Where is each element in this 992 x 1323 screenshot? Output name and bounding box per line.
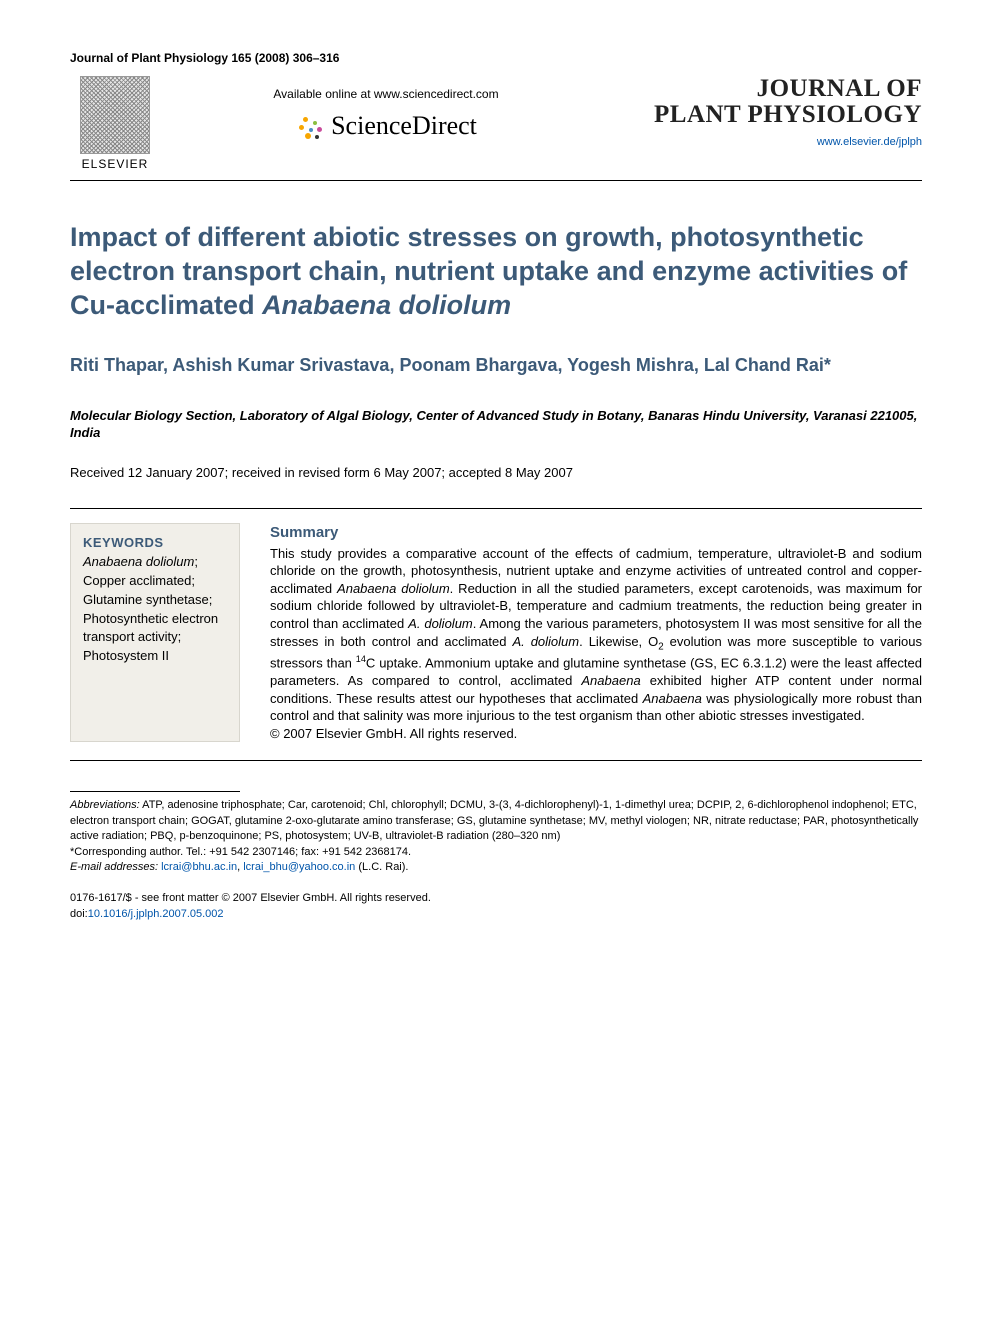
email-label: E-mail addresses: xyxy=(70,861,158,873)
header-rule xyxy=(70,180,922,181)
publisher-header: ELSEVIER Available online at www.science… xyxy=(70,76,922,172)
summary-body: This study provides a comparative accoun… xyxy=(270,545,922,725)
summary-heading: Summary xyxy=(270,523,922,543)
title-species: Anabaena doliolum xyxy=(262,290,511,320)
keywords-box: KEYWORDS Anabaena doliolum; Copper accli… xyxy=(70,523,240,743)
journal-name-line2: PLANT PHYSIOLOGY xyxy=(654,101,922,128)
keywords-heading: KEYWORDS xyxy=(83,534,227,552)
journal-name-line1: JOURNAL OF xyxy=(757,75,922,102)
elsevier-label: ELSEVIER xyxy=(70,156,160,172)
journal-block: JOURNAL OF PLANT PHYSIOLOGY www.elsevier… xyxy=(612,76,922,149)
corresponding-author: *Corresponding author. Tel.: +91 542 230… xyxy=(70,845,922,860)
sd-wordmark: ScienceDirect xyxy=(331,111,477,140)
running-head: Journal of Plant Physiology 165 (2008) 3… xyxy=(70,50,922,66)
email-tail: (L.C. Rai). xyxy=(355,861,408,873)
issn-line: 0176-1617/$ - see front matter © 2007 El… xyxy=(70,891,922,906)
keywords-body: Anabaena doliolum; Copper acclimated; Gl… xyxy=(83,553,227,666)
email-line: E-mail addresses: lcrai@bhu.ac.in, lcrai… xyxy=(70,860,922,875)
abbrev-text: ATP, adenosine triphosphate; Car, carote… xyxy=(70,799,918,842)
abbrev-label: Abbreviations: xyxy=(70,799,140,811)
footnotes: Abbreviations: ATP, adenosine triphospha… xyxy=(70,798,922,875)
footnote-separator xyxy=(70,791,240,792)
sciencedirect-logo: ScienceDirect xyxy=(160,108,612,143)
footer-meta: 0176-1617/$ - see front matter © 2007 El… xyxy=(70,891,922,922)
journal-name: JOURNAL OF PLANT PHYSIOLOGY xyxy=(612,76,922,129)
email-link-1[interactable]: lcrai@bhu.ac.in xyxy=(161,861,237,873)
affiliation: Molecular Biology Section, Laboratory of… xyxy=(70,407,922,442)
article-title: Impact of different abiotic stresses on … xyxy=(70,221,922,322)
doi-line: doi:10.1016/j.jplph.2007.05.002 xyxy=(70,907,922,922)
article-dates: Received 12 January 2007; received in re… xyxy=(70,464,922,482)
email-link-2[interactable]: lcrai_bhu@yahoo.co.in xyxy=(243,861,355,873)
journal-url[interactable]: www.elsevier.de/jplph xyxy=(612,135,922,150)
abbreviations-line: Abbreviations: ATP, adenosine triphospha… xyxy=(70,798,922,844)
abstract-row: KEYWORDS Anabaena doliolum; Copper accli… xyxy=(70,508,922,762)
summary-copyright: © 2007 Elsevier GmbH. All rights reserve… xyxy=(270,725,922,743)
doi-link[interactable]: 10.1016/j.jplph.2007.05.002 xyxy=(88,908,224,920)
doi-label: doi: xyxy=(70,908,88,920)
author-list: Riti Thapar, Ashish Kumar Srivastava, Po… xyxy=(70,353,922,377)
sciencedirect-block: Available online at www.sciencedirect.co… xyxy=(160,76,612,143)
elsevier-block: ELSEVIER xyxy=(70,76,160,172)
sd-dots-icon xyxy=(295,115,327,141)
summary-column: Summary This study provides a comparativ… xyxy=(270,523,922,743)
sd-availability-text: Available online at www.sciencedirect.co… xyxy=(160,86,612,102)
elsevier-tree-icon xyxy=(80,76,150,154)
